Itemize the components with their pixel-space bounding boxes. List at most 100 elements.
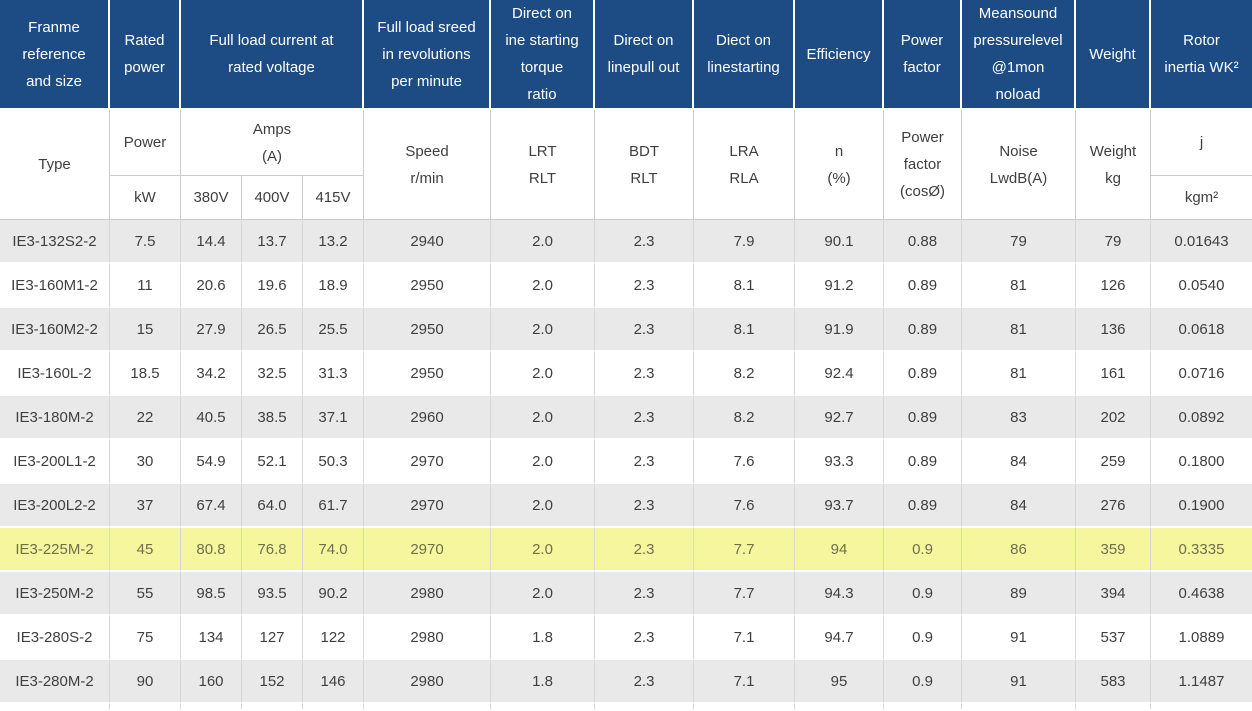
- subheader-380v: 380V: [181, 176, 242, 220]
- cell-bdt: [595, 704, 694, 709]
- table-row[interactable]: IE3-280M-2 90 160 152 146 2980 1.8 2.3 7.1 95 0.9 9…: [0, 660, 1252, 704]
- cell-lrt: 2.0: [491, 396, 595, 440]
- cell-lra: [694, 704, 795, 709]
- cell-lrt: 1.8: [491, 660, 595, 704]
- cell-speed: 2970: [364, 484, 491, 528]
- cell-lra: 7.1: [694, 616, 795, 660]
- cell-noise: 89: [962, 572, 1076, 616]
- table-row[interactable]: IE3-160L-2 18.5 34.2 32.5 31.3 2950 2.0 2.3 8.2 9…: [0, 352, 1252, 396]
- cell-lrt: 2.0: [491, 484, 595, 528]
- cell-kw: 22: [110, 396, 181, 440]
- cell-lra: 7.9: [694, 220, 795, 264]
- cell-380v: 134: [181, 616, 242, 660]
- cell-400v: 93.5: [242, 572, 303, 616]
- cell-weight: 161: [1076, 352, 1151, 396]
- cell-400v: 38.5: [242, 396, 303, 440]
- cell-lrt: 2.0: [491, 264, 595, 308]
- cell-kw: 55: [110, 572, 181, 616]
- cell-weight: 126: [1076, 264, 1151, 308]
- cell-380v: 54.9: [181, 440, 242, 484]
- table-row[interactable]: IE3-160M1-2 11 20.6 19.6 18.9 2950 2.0 2.3 8.1 91…: [0, 264, 1252, 308]
- cell-rotor-inertia: [1151, 704, 1252, 709]
- cell-400v: 13.7: [242, 220, 303, 264]
- header-row-units: Type Power Amps (A) Speed r/min LRT RLT …: [0, 110, 1252, 220]
- table-row[interactable]: IE3-132S2-2 7.5 14.4 13.7 13.2 2940 2.0 2.3 7.9 9…: [0, 220, 1252, 264]
- cell-rotor-inertia: 0.01643: [1151, 220, 1252, 264]
- cell-bdt: 2.3: [595, 484, 694, 528]
- subheader-type: Type: [0, 110, 110, 220]
- cell-rotor-inertia: 0.4638: [1151, 572, 1252, 616]
- cell-type: IE3-160M1-2: [0, 264, 110, 308]
- cell-400v: 19.6: [242, 264, 303, 308]
- table-row[interactable]: IE3-200L1-2 30 54.9 52.1 50.3 2970 2.0 2.3 7.6 93…: [0, 440, 1252, 484]
- cell-lra: 8.1: [694, 308, 795, 352]
- cell-type: IE3-225M-2: [0, 528, 110, 572]
- subheader-speed: Speed r/min: [364, 110, 491, 220]
- cell-speed: [364, 704, 491, 709]
- cell-efficiency: 91.2: [795, 264, 884, 308]
- cell-type: IE3-250M-2: [0, 572, 110, 616]
- cell-bdt: 2.3: [595, 528, 694, 572]
- subheader-cos-phi: Power factor (cosØ): [884, 110, 962, 220]
- cell-kw: 75: [110, 616, 181, 660]
- cell-efficiency: 90.1: [795, 220, 884, 264]
- subheader-amps: Amps (A): [181, 110, 364, 176]
- cell-efficiency: 91.9: [795, 308, 884, 352]
- cell-noise: 81: [962, 264, 1076, 308]
- table-row[interactable]: IE3-280S-2 75 134 127 122 2980 1.8 2.3 7.1 94.7 0.…: [0, 616, 1252, 660]
- subheader-bdt: BDT RLT: [595, 110, 694, 220]
- cell-power-factor: 0.89: [884, 308, 962, 352]
- cell-speed: 2980: [364, 616, 491, 660]
- cell-type: IE3-180M-2: [0, 396, 110, 440]
- cell-380v: 27.9: [181, 308, 242, 352]
- col-header-rated-power: Rated power: [110, 0, 181, 110]
- cell-lra: 7.1: [694, 660, 795, 704]
- cell-380v: [181, 704, 242, 709]
- cell-power-factor: 0.88: [884, 220, 962, 264]
- cell-380v: 40.5: [181, 396, 242, 440]
- cell-weight: 136: [1076, 308, 1151, 352]
- col-header-pull-out: Direct on linepull out: [595, 0, 694, 110]
- subheader-400v: 400V: [242, 176, 303, 220]
- cell-lrt: 2.0: [491, 352, 595, 396]
- cell-speed: 2970: [364, 440, 491, 484]
- cell-type: [0, 704, 110, 709]
- cell-415v: 61.7: [303, 484, 364, 528]
- cell-efficiency: 93.7: [795, 484, 884, 528]
- subheader-lrt: LRT RLT: [491, 110, 595, 220]
- subheader-noise: Noise LwdB(A): [962, 110, 1076, 220]
- cell-speed: 2980: [364, 572, 491, 616]
- cell-lrt: 2.0: [491, 572, 595, 616]
- table-row[interactable]: IE3-160M2-2 15 27.9 26.5 25.5 2950 2.0 2.3 8.1 91…: [0, 308, 1252, 352]
- cell-400v: 32.5: [242, 352, 303, 396]
- cell-415v: 146: [303, 660, 364, 704]
- cell-400v: 152: [242, 660, 303, 704]
- table-row[interactable]: IE3-250M-2 55 98.5 93.5 90.2 2980 2.0 2.3 7.7 94.…: [0, 572, 1252, 616]
- cell-400v: 52.1: [242, 440, 303, 484]
- col-header-frame-reference: Franme reference and size: [0, 0, 110, 110]
- cell-lrt: 2.0: [491, 528, 595, 572]
- cell-415v: 18.9: [303, 264, 364, 308]
- cell-lrt: 1.8: [491, 616, 595, 660]
- cell-speed: 2950: [364, 352, 491, 396]
- table-row-highlighted[interactable]: IE3-225M-2 45 80.8 76.8 74.0 2970 2.0 2.3 7.7 94 0…: [0, 528, 1252, 572]
- cell-efficiency: 92.7: [795, 396, 884, 440]
- cell-kw: 15: [110, 308, 181, 352]
- cell-power-factor: 0.9: [884, 528, 962, 572]
- cell-weight: 202: [1076, 396, 1151, 440]
- cell-type: IE3-280M-2: [0, 660, 110, 704]
- cell-speed: 2980: [364, 660, 491, 704]
- cell-weight: [1076, 704, 1151, 709]
- cell-kw: 7.5: [110, 220, 181, 264]
- table-row[interactable]: IE3-200L2-2 37 67.4 64.0 61.7 2970 2.0 2.3 7.6 93…: [0, 484, 1252, 528]
- col-header-starting-torque: Direct on ine starting torque ratio: [491, 0, 595, 110]
- cell-rotor-inertia: 1.1487: [1151, 660, 1252, 704]
- cell-bdt: 2.3: [595, 220, 694, 264]
- table-row[interactable]: IE3-180M-2 22 40.5 38.5 37.1 2960 2.0 2.3 8.2 92.…: [0, 396, 1252, 440]
- cell-noise: 84: [962, 484, 1076, 528]
- cell-415v: 90.2: [303, 572, 364, 616]
- cell-rotor-inertia: 0.0618: [1151, 308, 1252, 352]
- cell-kw: 11: [110, 264, 181, 308]
